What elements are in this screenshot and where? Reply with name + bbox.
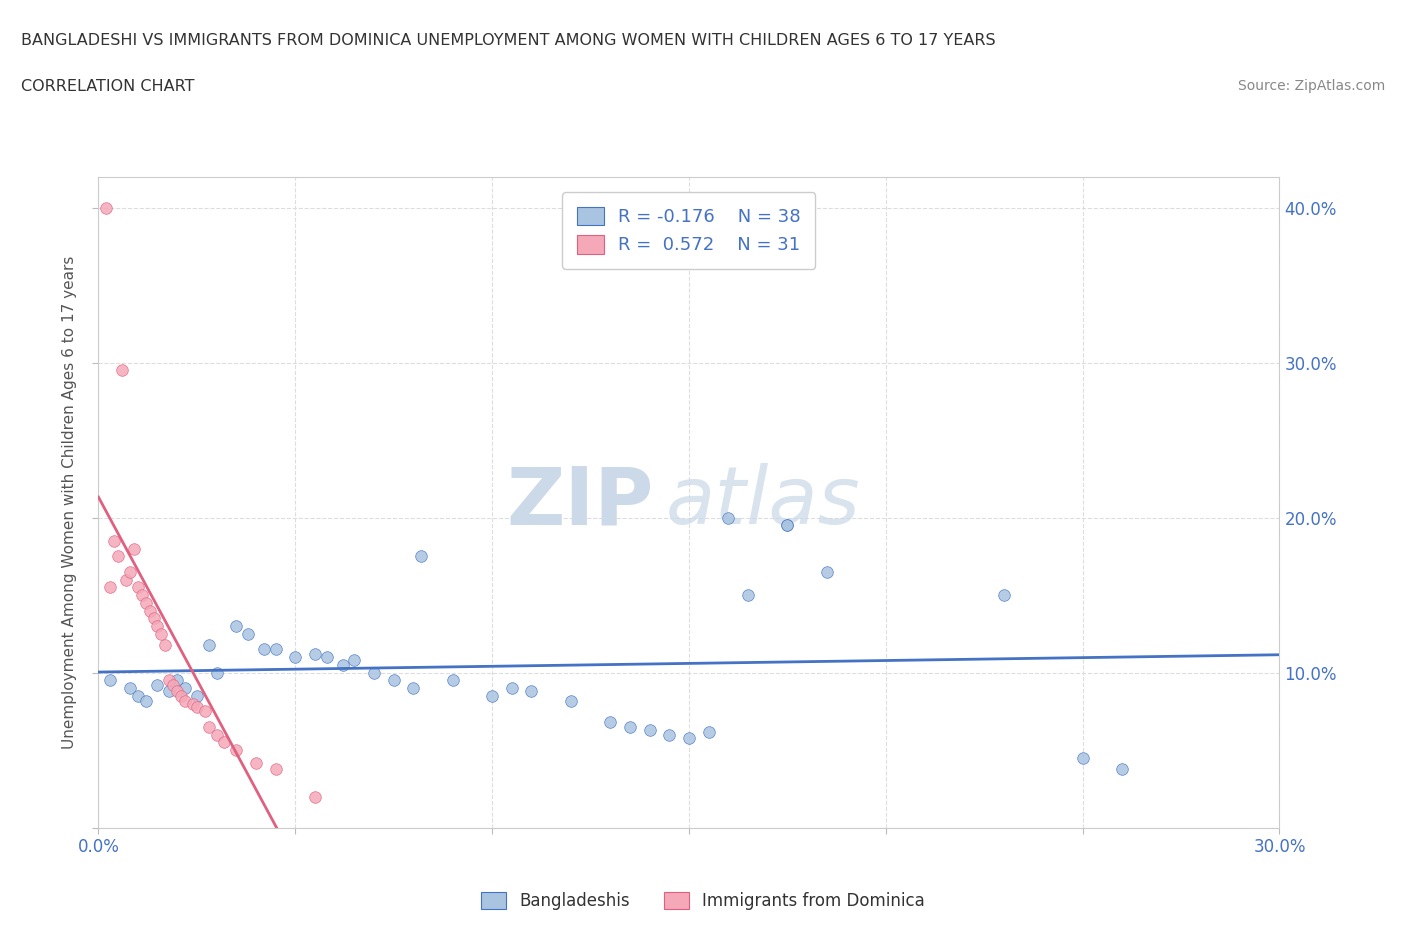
- Point: [717, 511, 740, 525]
- Point: [131, 588, 153, 603]
- Text: atlas: atlas: [665, 463, 860, 541]
- Point: [107, 549, 129, 564]
- Point: [253, 642, 276, 657]
- Point: [146, 678, 169, 693]
- Point: [118, 681, 141, 696]
- Point: [236, 627, 259, 642]
- Y-axis label: Unemployment Among Women with Children Ages 6 to 17 years: Unemployment Among Women with Children A…: [62, 256, 77, 749]
- Legend: Bangladeshis, Immigrants from Dominica: Bangladeshis, Immigrants from Dominica: [475, 885, 931, 917]
- Point: [520, 684, 543, 698]
- Point: [115, 572, 138, 587]
- Point: [304, 790, 326, 804]
- Point: [1111, 762, 1133, 777]
- Point: [127, 580, 149, 595]
- Point: [441, 673, 464, 688]
- Point: [214, 735, 236, 750]
- Point: [599, 715, 621, 730]
- Point: [678, 730, 700, 745]
- Point: [146, 618, 169, 633]
- Point: [96, 200, 118, 215]
- Point: [186, 688, 208, 703]
- Point: [162, 678, 184, 693]
- Point: [481, 688, 503, 703]
- Text: Source: ZipAtlas.com: Source: ZipAtlas.com: [1237, 79, 1385, 93]
- Point: [194, 704, 217, 719]
- Point: [993, 588, 1015, 603]
- Point: [166, 673, 188, 688]
- Point: [142, 611, 165, 626]
- Point: [157, 684, 180, 698]
- Point: [343, 653, 366, 668]
- Point: [619, 720, 641, 735]
- Point: [315, 650, 337, 665]
- Point: [658, 727, 681, 742]
- Text: BANGLADESHI VS IMMIGRANTS FROM DOMINICA UNEMPLOYMENT AMONG WOMEN WITH CHILDREN A: BANGLADESHI VS IMMIGRANTS FROM DOMINICA …: [21, 33, 995, 47]
- Point: [382, 673, 405, 688]
- Point: [118, 565, 141, 579]
- Legend: R = -0.176    N = 38, R =  0.572    N = 31: R = -0.176 N = 38, R = 0.572 N = 31: [562, 193, 815, 269]
- Point: [776, 518, 799, 533]
- Point: [98, 673, 121, 688]
- Point: [98, 580, 121, 595]
- Point: [181, 697, 204, 711]
- Point: [638, 723, 661, 737]
- Point: [225, 618, 247, 633]
- Text: ZIP: ZIP: [506, 463, 654, 541]
- Point: [1071, 751, 1094, 765]
- Text: CORRELATION CHART: CORRELATION CHART: [21, 79, 194, 94]
- Point: [122, 541, 145, 556]
- Point: [245, 755, 267, 770]
- Point: [174, 681, 197, 696]
- Point: [111, 363, 134, 378]
- Point: [304, 646, 326, 661]
- Point: [501, 681, 523, 696]
- Point: [197, 637, 219, 652]
- Point: [264, 762, 287, 777]
- Point: [170, 688, 193, 703]
- Point: [363, 665, 385, 680]
- Point: [737, 588, 759, 603]
- Point: [150, 627, 173, 642]
- Point: [205, 727, 228, 742]
- Point: [225, 743, 247, 758]
- Point: [332, 658, 354, 672]
- Point: [138, 604, 160, 618]
- Point: [197, 720, 219, 735]
- Point: [264, 642, 287, 657]
- Point: [174, 693, 197, 708]
- Point: [157, 673, 180, 688]
- Point: [560, 693, 582, 708]
- Point: [776, 518, 799, 533]
- Point: [205, 665, 228, 680]
- Point: [411, 549, 433, 564]
- Point: [166, 684, 188, 698]
- Point: [135, 595, 157, 610]
- Point: [155, 637, 177, 652]
- Point: [815, 565, 838, 579]
- Point: [284, 650, 307, 665]
- Point: [103, 534, 125, 549]
- Point: [127, 688, 149, 703]
- Point: [402, 681, 425, 696]
- Point: [186, 699, 208, 714]
- Point: [135, 693, 157, 708]
- Point: [697, 724, 720, 739]
